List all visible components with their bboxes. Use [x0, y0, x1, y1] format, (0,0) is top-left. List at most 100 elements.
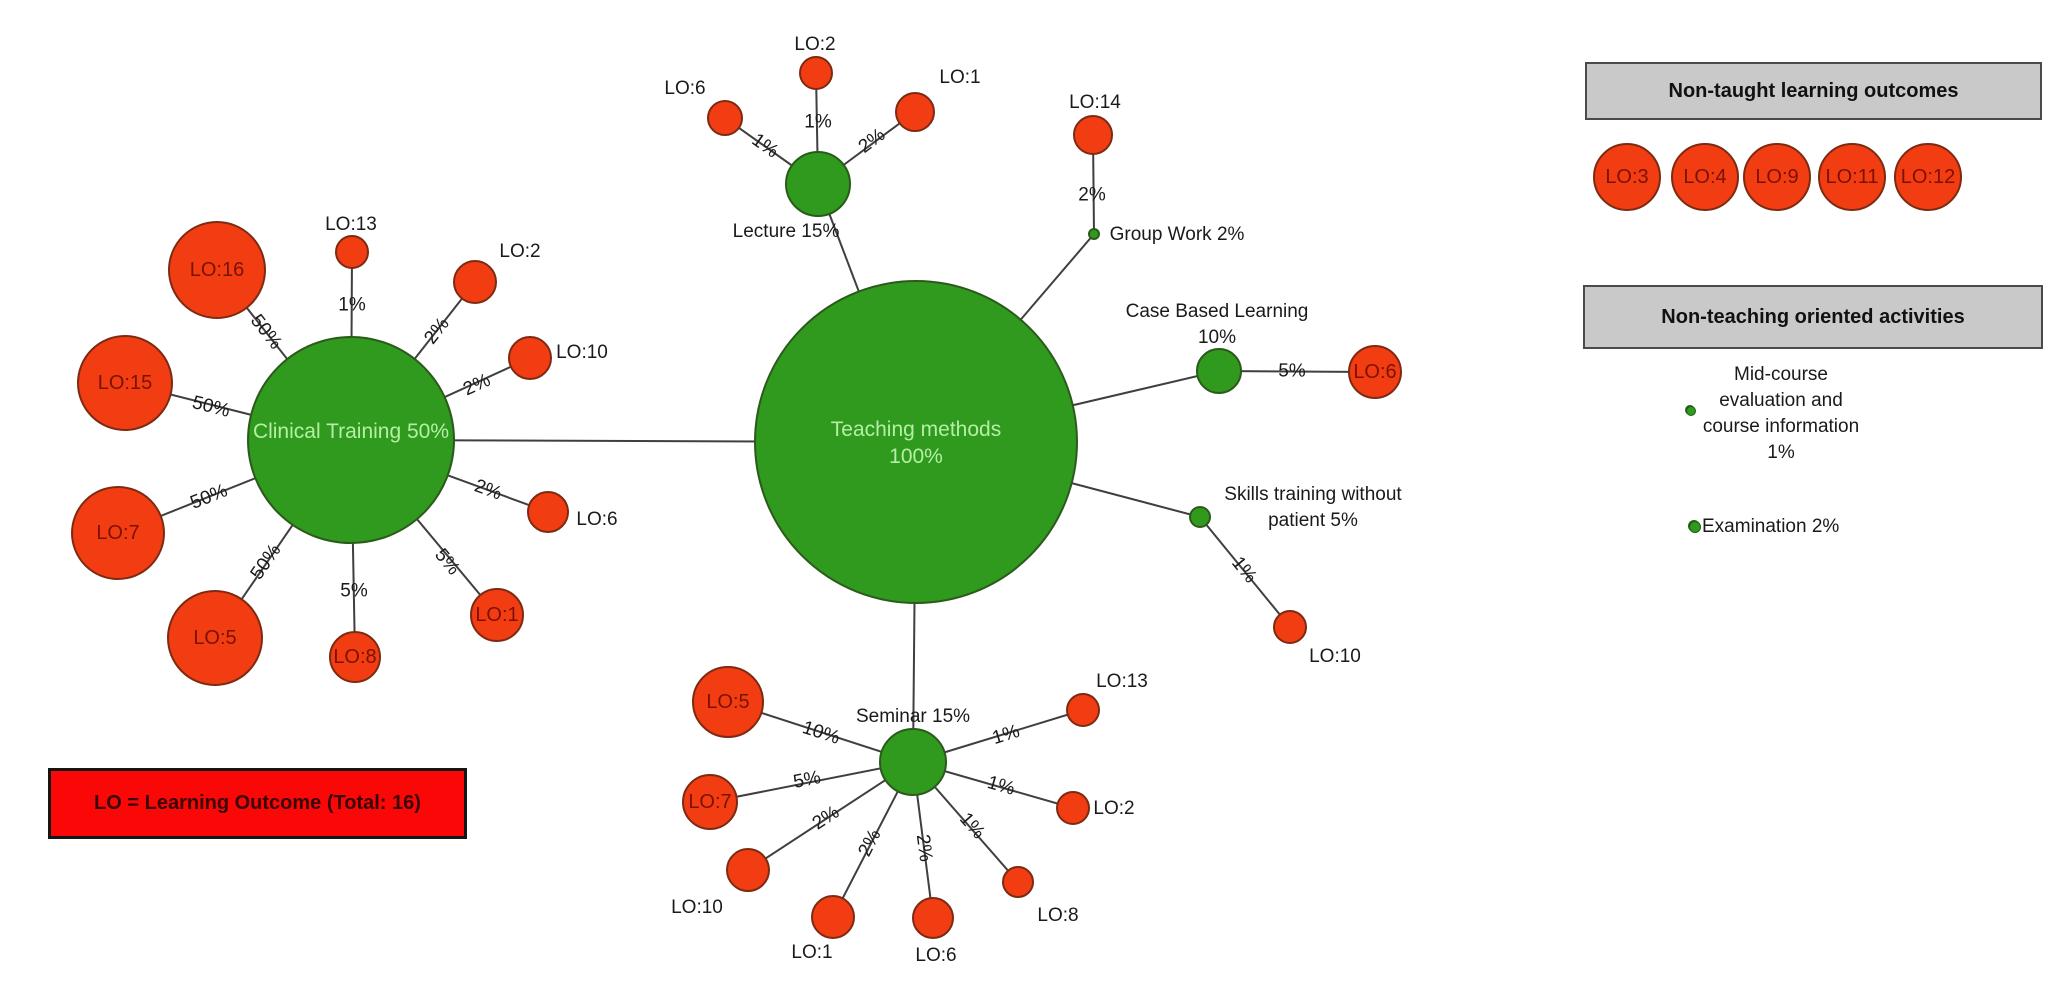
label-lo7-seminar: LO:7 — [688, 791, 731, 813]
edge-label-seminar-lo13-seminar: 1% — [990, 721, 1023, 749]
edge-label-clinical-training-lo13-clinical: 1% — [338, 295, 366, 316]
node-seminar — [879, 728, 947, 796]
label-lo10-skills: LO:10 — [1309, 646, 1361, 667]
node-lo7-clinical — [71, 486, 165, 580]
edge-label-lecture-lo6-lecture: 1% — [748, 129, 783, 162]
edge-label-seminar-lo7-seminar: 5% — [792, 767, 823, 793]
node-lo2-seminar — [1056, 791, 1090, 825]
edge-label-seminar-lo5-seminar: 10% — [800, 717, 843, 749]
node-lo3-legend — [1593, 143, 1661, 211]
label-lo2-lecture: LO:2 — [794, 34, 835, 55]
label-lo4-legend: LO:4 — [1683, 166, 1726, 188]
node-lo4-legend — [1671, 143, 1739, 211]
node-lo8-seminar — [1002, 866, 1034, 898]
node-skills-training — [1189, 506, 1211, 528]
edge-label-clinical-training-lo5-clinical: 50% — [247, 540, 286, 583]
legend-non-teaching-title: Non-teaching oriented activities — [1661, 305, 1965, 328]
node-lo9-legend — [1743, 143, 1811, 211]
edge-label-case-based-learning-lo6-cbl: 5% — [1278, 360, 1306, 381]
label-lo8-clinical: LO:8 — [333, 646, 376, 668]
edge-label-clinical-training-lo15-clinical: 50% — [190, 392, 232, 422]
edge-label-seminar-lo2-seminar: 1% — [985, 772, 1017, 800]
label-lo6-cbl: LO:6 — [1353, 361, 1396, 383]
node-lo1-seminar — [811, 895, 855, 939]
node-lo15-clinical — [77, 335, 173, 431]
node-lo6-cbl — [1348, 345, 1402, 399]
label-lo9-legend: LO:9 — [1755, 166, 1798, 188]
label-lo7-clinical: LO:7 — [96, 522, 139, 544]
node-lo14-groupwork — [1073, 115, 1113, 155]
label-lo3-legend: LO:3 — [1605, 166, 1648, 188]
label-lo2-seminar: LO:2 — [1093, 798, 1134, 819]
label-case-based-learning: Case Based Learning 10% — [1126, 301, 1309, 348]
edge-label-clinical-training-lo6-clinical: 2% — [471, 475, 504, 504]
label-lo15-clinical: LO:15 — [98, 372, 152, 394]
label-lo1-clinical: LO:1 — [475, 604, 518, 626]
edge-label-clinical-training-lo1-clinical: 5% — [430, 545, 464, 580]
learning-outcome-note-text: LO = Learning Outcome (Total: 16) — [94, 792, 421, 814]
label-lo1-lecture: LO:1 — [939, 67, 980, 88]
node-lo12-legend — [1894, 143, 1962, 211]
node-lo5-clinical — [167, 590, 263, 686]
node-group-work — [1088, 228, 1100, 240]
node-lo6-clinical — [527, 491, 569, 533]
node-lo10-seminar — [726, 848, 770, 892]
label-lo5-seminar: LO:5 — [706, 691, 749, 713]
label-lo2-clinical: LO:2 — [499, 241, 540, 262]
label-teaching-methods: Teaching methods 100% — [831, 418, 1001, 468]
edge-seminar-lo7-seminar — [709, 761, 914, 803]
label-lo10-clinical: LO:10 — [556, 342, 608, 363]
midcourse-dot-icon — [1686, 406, 1696, 416]
legend-non-teaching-box: Non-teaching oriented activities — [1583, 285, 2043, 349]
midcourse-label: Mid-course evaluation and course informa… — [1676, 362, 1886, 466]
edge-label-clinical-training-lo7-clinical: 50% — [187, 480, 230, 514]
legend-non-taught-title: Non-taught learning outcomes — [1668, 79, 1959, 102]
node-lo2-lecture — [799, 56, 833, 90]
examination-label: Examination 2% — [1702, 516, 1840, 537]
node-lo13-clinical — [335, 235, 369, 269]
learning-outcome-note: LO = Learning Outcome (Total: 16) — [48, 768, 467, 839]
node-lecture — [785, 151, 851, 217]
edge-label-clinical-training-lo8-clinical: 5% — [340, 581, 368, 602]
edge-label-clinical-training-lo10-clinical: 2% — [460, 370, 494, 401]
node-case-based-learning — [1196, 348, 1242, 394]
legend-non-taught-box: Non-taught learning outcomes — [1585, 62, 2042, 120]
edge-label-group-work-lo14-groupwork: 2% — [1078, 185, 1106, 206]
label-clinical-training: Clinical Training 50% — [253, 420, 449, 443]
label-lo8-seminar: LO:8 — [1037, 905, 1078, 926]
edge-label-seminar-lo1-seminar: 2% — [854, 826, 885, 860]
label-lo14-groupwork: LO:14 — [1069, 92, 1121, 113]
label-skills-training: Skills training without patient 5% — [1224, 484, 1402, 531]
label-lecture: Lecture 15% — [733, 221, 840, 242]
label-group-work: Group Work 2% — [1110, 224, 1245, 245]
node-lo8-clinical — [329, 631, 381, 683]
edge-label-seminar-lo6-seminar: 2% — [912, 833, 936, 863]
examination-dot-icon — [1689, 521, 1701, 533]
node-lo6-seminar — [912, 897, 954, 939]
node-lo1-clinical — [470, 588, 524, 642]
node-lo11-legend — [1818, 143, 1886, 211]
label-lo16-clinical: LO:16 — [190, 259, 244, 281]
node-lo7-seminar — [682, 774, 738, 830]
node-lo16-clinical — [168, 221, 266, 319]
node-lo6-lecture — [707, 100, 743, 136]
label-lo11-legend: LO:11 — [1826, 166, 1879, 188]
label-lo6-seminar: LO:6 — [915, 945, 956, 966]
node-lo10-skills — [1273, 610, 1307, 644]
node-lo10-clinical — [508, 336, 552, 380]
label-lo12-legend: LO:12 — [1901, 166, 1955, 188]
midcourse-line-3: course information — [1702, 416, 1860, 437]
edge-skills-training-lo10-skills — [1199, 516, 1291, 628]
label-lo5-clinical: LO:5 — [193, 627, 236, 649]
node-lo2-clinical — [453, 260, 497, 304]
edge-label-lecture-lo2-lecture: 1% — [804, 112, 832, 133]
edge-label-seminar-lo8-seminar: 1% — [955, 809, 989, 844]
midcourse-line-1: Mid-course — [1734, 364, 1828, 385]
node-teaching-methods — [754, 280, 1078, 604]
midcourse-line-2: evaluation and — [1719, 390, 1843, 411]
label-lo10-seminar: LO:10 — [671, 897, 723, 918]
node-clinical-training — [247, 336, 455, 544]
label-seminar: Seminar 15% — [856, 706, 970, 727]
